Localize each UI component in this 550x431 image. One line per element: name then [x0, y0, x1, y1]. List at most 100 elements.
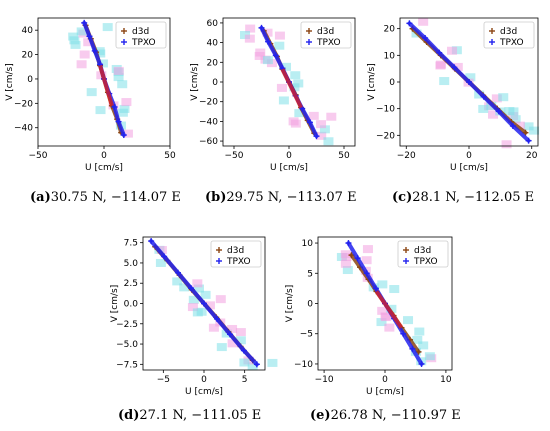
y-tick-label: 10 — [384, 51, 396, 61]
artifact-patch — [389, 285, 400, 294]
legend-marker-tpxo — [121, 39, 127, 45]
y-tick-label: 5.0 — [124, 259, 139, 269]
y-tick-label: 5 — [307, 269, 313, 279]
data-point-tpxo — [525, 137, 532, 144]
artifact-patch — [192, 279, 203, 288]
y-tick-label: −7.5 — [116, 360, 138, 370]
data-point-tpxo — [120, 132, 127, 139]
legend-box — [397, 240, 449, 268]
artifact-patch — [83, 38, 94, 47]
caption-d: (d)27.1 N, −111.05 E — [118, 408, 261, 423]
legend-label-d3d: d3d — [500, 27, 517, 37]
y-tick-label: 0 — [27, 75, 33, 85]
y-tick-label: −40 — [199, 117, 218, 127]
artifact-patch — [86, 88, 97, 97]
y-tick-label: −10 — [376, 105, 395, 115]
artifact-patch — [156, 246, 167, 255]
artifact-patch — [414, 327, 425, 336]
legend-marker-tpxo — [306, 39, 312, 45]
data-point-tpxo — [354, 255, 361, 262]
artifact-patch — [227, 339, 238, 348]
caption-a: (a)30.75 N, −114.07 E — [30, 190, 181, 205]
artifact-patch — [508, 107, 519, 116]
artifact-patch — [69, 36, 80, 45]
x-tick-label: −10 — [315, 375, 334, 385]
y-axis-label: V [cm/s] — [110, 285, 120, 322]
y-tick-label: 20 — [384, 25, 396, 35]
caption-a-text: 30.75 N, −114.07 E — [50, 190, 181, 205]
artifact-patch — [216, 343, 227, 352]
artifact-patch — [342, 266, 353, 275]
legend-label-d3d: d3d — [317, 27, 334, 37]
artifact-patch — [523, 122, 534, 131]
data-point-tpxo — [240, 347, 247, 354]
artifact-patch — [94, 47, 105, 56]
legend-marker-tpxo — [216, 258, 222, 264]
data-point-tpxo — [306, 119, 313, 126]
x-tick-label: −50 — [29, 151, 48, 161]
artifact-patch — [529, 126, 540, 135]
artifact-patch — [323, 137, 334, 146]
series-highlight — [98, 64, 114, 107]
legend-box — [210, 240, 262, 268]
artifact-patch — [361, 256, 372, 265]
x-tick-label: 0 — [286, 151, 292, 161]
artifact-patch — [192, 308, 203, 317]
artifact-patch — [121, 98, 132, 107]
data-point-tpxo — [509, 123, 516, 129]
artifact-patch — [488, 110, 499, 119]
artifact-patch — [215, 295, 226, 304]
legend-box — [300, 21, 352, 49]
artifact-patch — [179, 283, 190, 292]
artifact-patch — [278, 96, 289, 105]
x-tick-label: −20 — [397, 151, 416, 161]
y-axis-label: V [cm/s] — [5, 63, 15, 100]
artifact-patch — [281, 62, 292, 71]
caption-a-label: (a) — [30, 190, 51, 205]
artifact-patch — [326, 112, 337, 121]
artifact-patch — [447, 46, 458, 55]
legend-label-tpxo: TPXO — [316, 38, 341, 48]
data-point-tpxo — [480, 93, 487, 100]
artifact-patch — [79, 50, 90, 59]
data-point-tpxo — [406, 20, 413, 27]
caption-c-text: 28.1 N, −112.05 E — [412, 190, 535, 205]
legend-marker-tpxo — [403, 258, 409, 264]
y-tick-label: −20 — [376, 131, 395, 141]
x-tick-label: 50 — [164, 151, 176, 161]
artifact-patch — [204, 301, 215, 310]
data-point-d3d — [522, 129, 529, 136]
y-tick-label: 0.0 — [124, 300, 139, 310]
artifact-patch — [117, 108, 128, 117]
y-tick-label: 7.5 — [124, 239, 138, 249]
artifact-patch — [274, 41, 285, 50]
artifact-patch — [95, 106, 106, 115]
legend-label-tpxo: TPXO — [131, 38, 156, 48]
y-tick-label: −20 — [199, 98, 218, 108]
artifact-patch — [235, 328, 246, 337]
artifact-patch — [227, 324, 238, 333]
y-tick-label: 60 — [207, 19, 219, 29]
artifact-patch — [424, 352, 435, 361]
x-axis-label: U [cm/s] — [185, 387, 223, 397]
artifact-patch — [403, 316, 414, 325]
legend-marker-d3d — [306, 28, 312, 34]
y-tick-label: −60 — [199, 137, 218, 147]
artifact-patch — [498, 93, 509, 102]
y-tick-label: −40 — [14, 124, 33, 134]
x-axis-label: U [cm/s] — [85, 163, 123, 173]
artifact-patch — [208, 323, 219, 332]
artifact-patch — [247, 362, 258, 371]
legend-label-tpxo: TPXO — [413, 257, 438, 267]
caption-e: (e)26.78 N, −110.97 E — [310, 408, 461, 423]
artifact-patch — [478, 104, 489, 113]
artifact-patch — [262, 56, 273, 65]
series-highlight — [280, 68, 303, 109]
artifact-patch — [235, 336, 246, 345]
artifact-patch — [122, 129, 133, 138]
caption-e-text: 26.78 N, −110.97 E — [330, 408, 461, 423]
data-point-tpxo — [91, 47, 98, 54]
data-point-tpxo — [115, 118, 122, 125]
data-point-tpxo — [148, 238, 155, 245]
